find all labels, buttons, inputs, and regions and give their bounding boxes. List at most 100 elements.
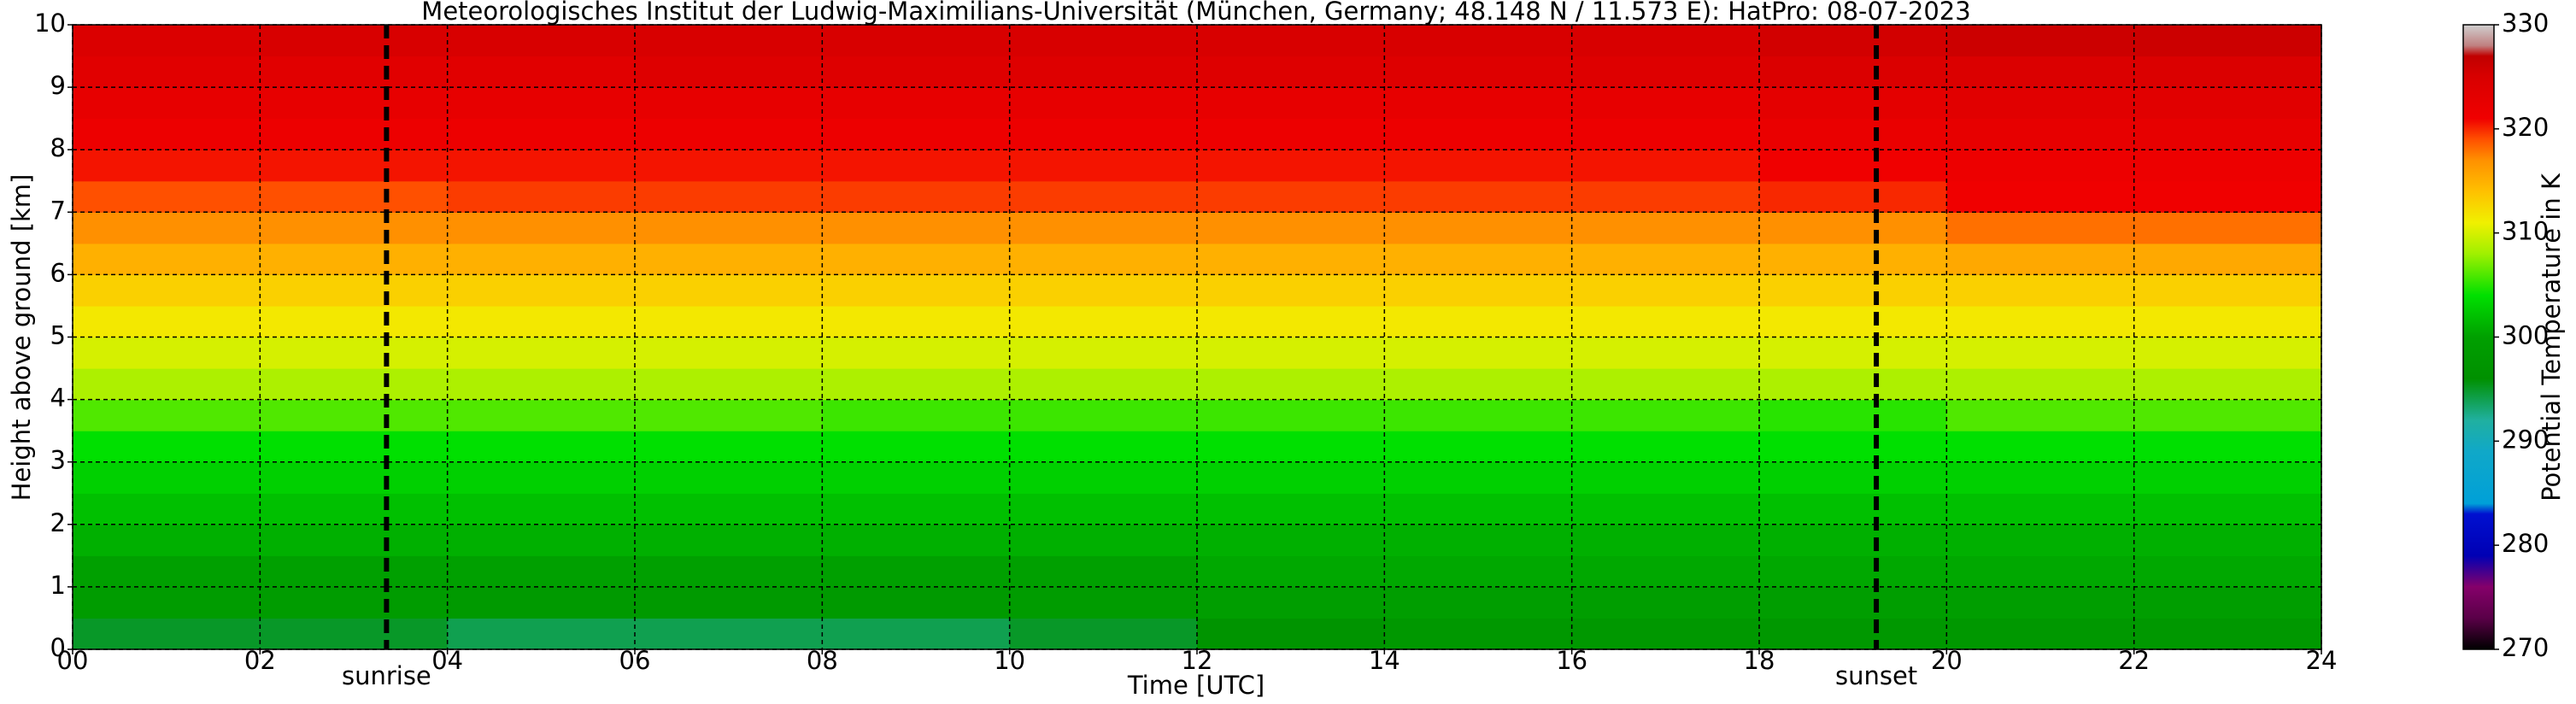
heatmap-cell: [1009, 180, 1198, 213]
heatmap-cell: [1759, 493, 1947, 525]
heatmap-cell: [1571, 368, 1760, 401]
x-tick-label: 00: [57, 646, 89, 675]
y-tick-label: 1: [50, 571, 66, 600]
heatmap-cell: [1946, 586, 2135, 619]
heatmap-cell: [2133, 25, 2322, 57]
heatmap-cell: [1759, 368, 1947, 401]
heatmap-cell: [822, 337, 1011, 369]
chart-title: Meteorologisches Institut der Ludwig-Max…: [421, 0, 1970, 26]
x-tick-label: 14: [1369, 646, 1400, 675]
heatmap-cell: [2133, 243, 2322, 275]
heatmap-cell: [447, 25, 636, 57]
heatmap-cell: [447, 305, 636, 338]
heatmap-cell: [73, 399, 261, 431]
heatmap-cell: [260, 461, 449, 494]
heatmap-cell: [1759, 618, 1947, 650]
heatmap-cell: [1946, 87, 2135, 120]
heatmap-cell: [1197, 274, 1385, 307]
heatmap-cell: [822, 618, 1011, 650]
heatmap-cell: [73, 305, 261, 338]
heatmap-cell: [1759, 180, 1947, 213]
heatmap-cell: [73, 180, 261, 213]
heatmap-cell: [260, 524, 449, 556]
heatmap-cell: [1946, 25, 2135, 57]
heatmap-cell: [1946, 56, 2135, 88]
heatmap-cell: [1384, 180, 1573, 213]
heatmap-cell: [447, 274, 636, 307]
heatmap-cell: [73, 56, 261, 88]
heatmap-cell: [822, 305, 1011, 338]
heatmap-cell: [2133, 212, 2322, 244]
heatmap-cell: [1009, 399, 1198, 431]
heatmap-cell: [1571, 274, 1760, 307]
heatmap-cell: [1384, 586, 1573, 619]
heatmap-cell: [447, 399, 636, 431]
heatmap-cell: [2133, 150, 2322, 182]
heatmap-cell: [1384, 25, 1573, 57]
heatmap-cell: [1384, 368, 1573, 401]
y-axis-label: Height above ground [km]: [7, 174, 36, 502]
heatmap-cell: [1009, 150, 1198, 182]
heatmap-cell: [1571, 399, 1760, 431]
heatmap-cell: [447, 368, 636, 401]
heatmap-cell: [73, 524, 261, 556]
heatmap-cell: [1946, 305, 2135, 338]
y-tick-label: 0: [50, 633, 66, 662]
heatmap-cell: [1009, 87, 1198, 120]
colorbar: [2462, 24, 2495, 650]
heatmap-cell: [447, 586, 636, 619]
heatmap-cell: [1946, 618, 2135, 650]
heatmap-cell: [1759, 150, 1947, 182]
heatmap-cell: [1946, 493, 2135, 525]
heatmap-cell: [1946, 461, 2135, 494]
heatmap-cell: [822, 368, 1011, 401]
heatmap-cell: [260, 274, 449, 307]
x-tick-label: 16: [1556, 646, 1587, 675]
heatmap-cell: [447, 118, 636, 150]
heatmap-cell: [1759, 555, 1947, 588]
heatmap-cell: [1946, 150, 2135, 182]
heatmap-cell: [260, 56, 449, 88]
heatmap-cell: [822, 180, 1011, 213]
heatmap-cell: [635, 431, 823, 463]
heatmap-cell: [447, 212, 636, 244]
heatmap-cell: [822, 399, 1011, 431]
heatmap-cell: [1009, 368, 1198, 401]
heatmap-cell: [73, 212, 261, 244]
heatmap-cell: [822, 555, 1011, 588]
heatmap-cell: [2133, 524, 2322, 556]
heatmap-cell: [447, 524, 636, 556]
heatmap-cell: [1571, 180, 1760, 213]
x-tick-label: 22: [2118, 646, 2150, 675]
heatmap-cell: [1759, 274, 1947, 307]
heatmap-cell: [1197, 524, 1385, 556]
heatmap-cell: [1759, 337, 1947, 369]
heatmap-cell: [1197, 305, 1385, 338]
heatmap-cell: [73, 586, 261, 619]
heatmap-cell: [1197, 337, 1385, 369]
y-tick-label: 10: [34, 9, 66, 38]
heatmap-cell: [1946, 118, 2135, 150]
heatmap-cell: [822, 431, 1011, 463]
heatmap-cell: [1009, 431, 1198, 463]
heatmap-cell: [635, 493, 823, 525]
heatmap-cell: [1946, 431, 2135, 463]
heatmap-cell: [1759, 305, 1947, 338]
heatmap-cell: [1009, 586, 1198, 619]
heatmap-cell: [73, 368, 261, 401]
heatmap-cell: [73, 118, 261, 150]
heatmap-cell: [1384, 431, 1573, 463]
heatmap-cell: [1571, 493, 1760, 525]
heatmap-cell: [1759, 118, 1947, 150]
heatmap-cell: [260, 586, 449, 619]
heatmap-cell: [73, 87, 261, 120]
heatmap-cell: [635, 180, 823, 213]
heatmap-cell: [635, 524, 823, 556]
heatmap-cell: [260, 368, 449, 401]
heatmap-cell: [1384, 150, 1573, 182]
heatmap-cell: [1197, 431, 1385, 463]
heatmap-cell: [1384, 337, 1573, 369]
x-tick-label: 12: [1182, 646, 1213, 675]
heatmap-cell: [2133, 337, 2322, 369]
heatmap-cell: [1197, 150, 1385, 182]
